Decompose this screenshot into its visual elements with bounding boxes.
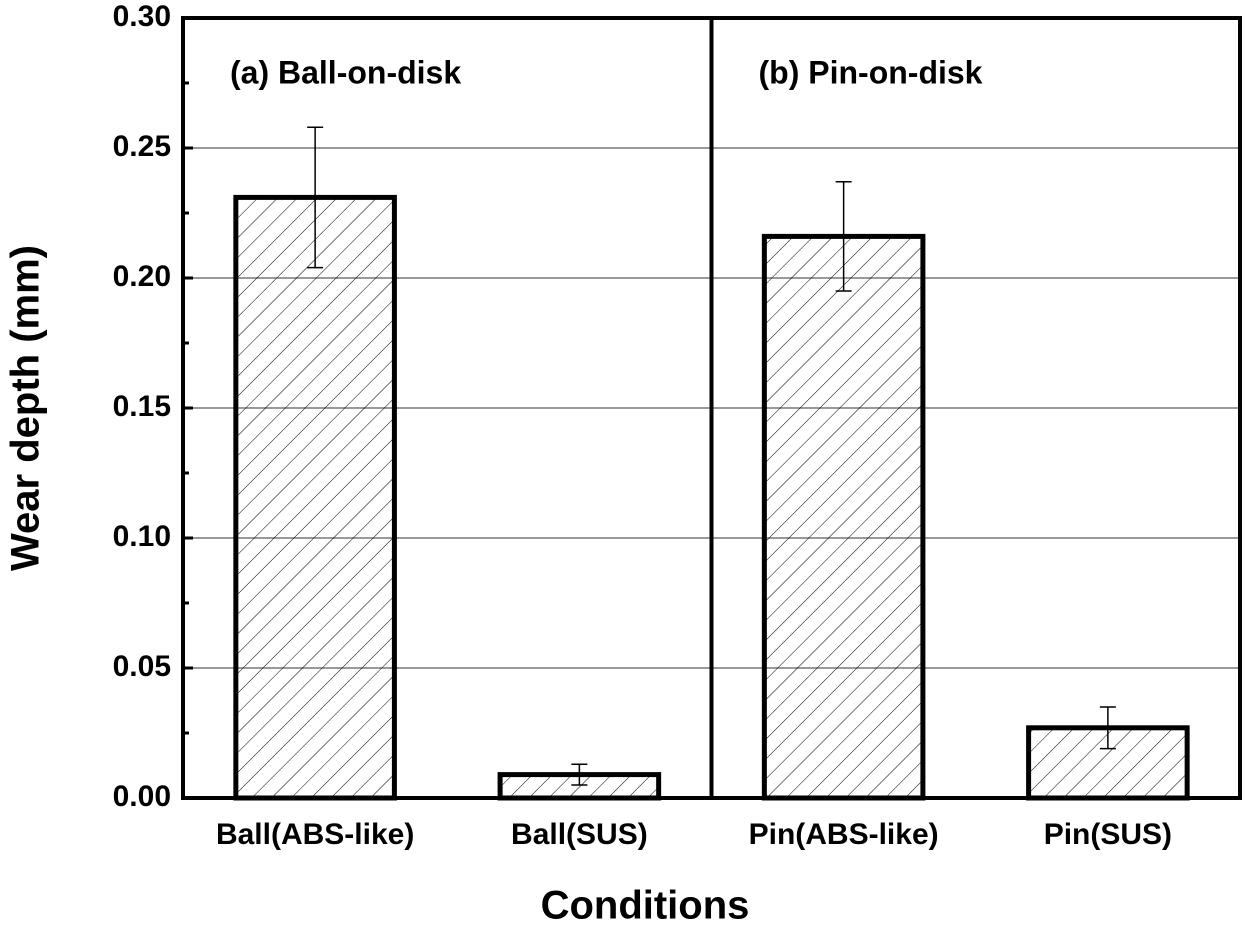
- y-tick-label: 0.00: [113, 780, 171, 813]
- x-tick-label: Ball(SUS): [511, 818, 648, 851]
- y-tick-label: 0.20: [113, 260, 171, 293]
- y-tick-label: 0.25: [113, 130, 171, 163]
- panel-label: (b) Pin-on-disk: [759, 54, 983, 90]
- panel-label: (a) Ball-on-disk: [230, 54, 461, 90]
- x-tick-label: Pin(SUS): [1044, 818, 1172, 851]
- plot-frame: [181, 16, 1242, 800]
- x-tick-label: Ball(ABS-like): [216, 818, 414, 851]
- y-tick-label: 0.30: [113, 0, 171, 33]
- bar: [233, 194, 397, 801]
- y-tick-label: 0.15: [113, 390, 171, 423]
- x-tick-label: Pin(ABS-like): [749, 818, 939, 851]
- bar: [761, 233, 926, 801]
- y-tick-label: 0.10: [113, 520, 171, 553]
- x-axis-title: Conditions: [541, 884, 750, 926]
- y-tick-label: 0.05: [113, 650, 171, 683]
- y-axis-title: Wear depth (mm): [4, 245, 48, 571]
